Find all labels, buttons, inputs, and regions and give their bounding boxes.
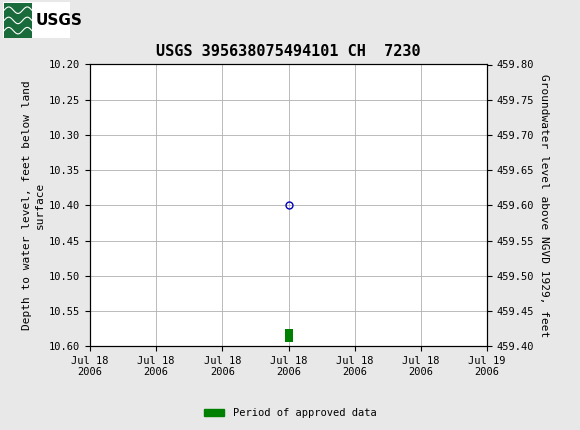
Text: USGS: USGS xyxy=(36,13,83,28)
Title: USGS 395638075494101 CH  7230: USGS 395638075494101 CH 7230 xyxy=(156,44,421,59)
Y-axis label: Groundwater level above NGVD 1929, feet: Groundwater level above NGVD 1929, feet xyxy=(539,74,549,337)
Y-axis label: Depth to water level, feet below land
surface: Depth to water level, feet below land su… xyxy=(21,80,45,330)
Bar xyxy=(4,3,32,37)
Bar xyxy=(285,329,292,342)
Bar xyxy=(3,3,70,38)
Legend: Period of approved data: Period of approved data xyxy=(200,404,380,423)
